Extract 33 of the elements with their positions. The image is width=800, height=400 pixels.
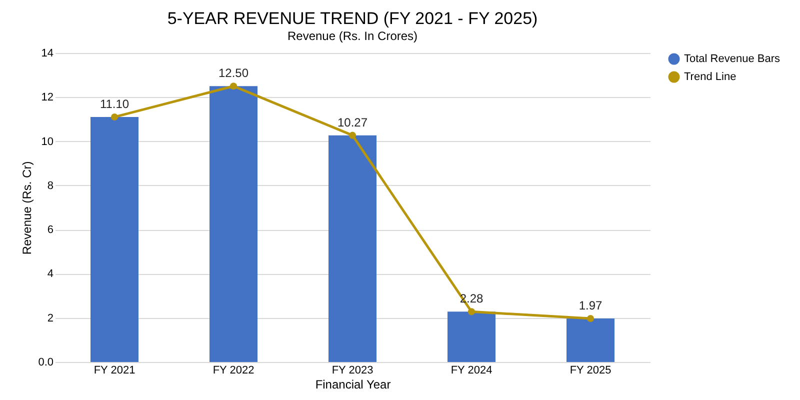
x-tick-label: FY 2021 <box>94 364 136 376</box>
x-axis-title: Financial Year <box>315 378 391 392</box>
y-tick-label: 6 <box>47 224 54 236</box>
point <box>230 82 238 90</box>
y-tick-label: 10 <box>41 136 54 148</box>
data-label: 12.50 <box>218 66 249 80</box>
y-tick-label: 0.0 <box>38 356 54 368</box>
bar <box>448 312 496 362</box>
chart-subtitle: Revenue (Rs. In Crores) <box>287 29 418 43</box>
data-label: 1.97 <box>578 298 602 313</box>
bar <box>210 86 258 362</box>
point <box>110 113 118 121</box>
data-label: 11.10 <box>100 97 130 112</box>
point <box>586 314 594 322</box>
bar <box>328 135 376 362</box>
y-tick-label: 8 <box>47 180 54 192</box>
y-tick-label: 4 <box>47 268 54 280</box>
y-tick-label: 2 <box>47 312 54 324</box>
point <box>348 132 356 139</box>
legend-label: Total Revenue Bars <box>684 53 780 65</box>
y-axis-title: Revenue (Rs. Cr) <box>20 161 34 255</box>
x-tick-label: FY 2024 <box>450 364 492 376</box>
x-tick-label: FY 2025 <box>570 364 612 376</box>
x-tick-label: FY 2022 <box>212 364 254 376</box>
legend-label: Trend Line <box>684 71 736 83</box>
chart-title: 5-YEAR REVENUE TREND (FY 2021 - FY 2025) <box>167 9 538 28</box>
x-tick-label: FY 2023 <box>332 364 374 376</box>
bar <box>566 318 614 362</box>
y-tick-label: 12 <box>41 92 54 104</box>
point <box>468 308 476 316</box>
y-tick-label: 14 <box>41 48 54 60</box>
data-label: 10.27 <box>337 115 368 130</box>
bar <box>90 117 138 362</box>
